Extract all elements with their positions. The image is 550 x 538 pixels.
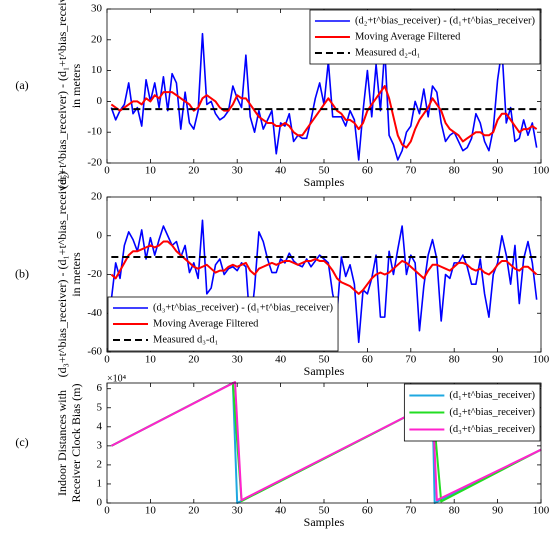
y-axis-label: (d₂+t^bias_receiver) - (d₁+t^bias_receiv… (55, 0, 69, 189)
legend: (d₁+t^bias_receiver) (d₂+t^bias_receiver)… (403, 383, 541, 442)
legend: (d₃+t^bias_receiver) - (d₁+t^bias_receiv… (107, 296, 339, 352)
x-tick-label: 10 (145, 165, 157, 177)
panel-label: (b) (15, 266, 29, 280)
panel-label: (a) (15, 78, 28, 92)
panel-label: (c) (15, 435, 28, 449)
x-tick-label: 40 (275, 165, 287, 177)
y-tick-label: -10 (87, 126, 102, 138)
legend: (d₂+t^bias_receiver) - (d₁+t^bias_receiv… (309, 9, 541, 65)
legend-label: Moving Average Filtered (355, 31, 461, 42)
x-tick-label: 100 (533, 354, 550, 366)
y-tick-label: 10 (91, 64, 103, 76)
y-tick-label: 2 (97, 458, 103, 470)
x-tick-label: 40 (275, 505, 287, 517)
y-tick-label: -40 (87, 307, 102, 319)
x-axis-label: Samples (304, 364, 345, 378)
y-tick-label: -60 (87, 346, 102, 358)
y-axis-label: (d₃+t^bias_receiver) - (d₁+t^bias_receiv… (55, 172, 69, 378)
plot-frame (106, 196, 542, 353)
y-tick-label: 0 (97, 95, 103, 107)
x-tick-label: 40 (275, 354, 287, 366)
x-tick-label: 30 (232, 354, 244, 366)
y-axis-label: Receiver Clock Bias (m) (69, 384, 83, 503)
y-tick-label: 4 (97, 420, 103, 432)
x-tick-label: 50 (319, 505, 331, 517)
legend-label: Moving Average Filtered (153, 318, 259, 329)
y-axis-label: Indoor Distances with (55, 390, 69, 496)
x-tick-label: 20 (188, 505, 200, 517)
y-tick-label: -20 (87, 157, 102, 169)
plot-frame (106, 382, 542, 504)
legend-label: (d₃+t^bias_receiver) (449, 424, 535, 435)
x-tick-label: 60 (362, 165, 374, 177)
x-tick-label: 30 (232, 505, 244, 517)
x-tick-label: 80 (449, 354, 461, 366)
x-tick-label: 20 (188, 354, 200, 366)
y-tick-label: 3 (97, 439, 103, 451)
x-tick-label: 70 (405, 165, 417, 177)
x-tick-label: 50 (319, 354, 331, 366)
y-tick-label: 1 (97, 477, 103, 489)
legend-label: Measured d₂-d₁ (355, 47, 420, 58)
y-tick-label: -20 (87, 268, 102, 280)
x-tick-label: 70 (405, 505, 417, 517)
y-tick-label: 5 (97, 401, 103, 413)
y-tick-label: 20 (91, 33, 103, 45)
y-tick-label: 20 (91, 191, 103, 203)
x-tick-label: 20 (188, 165, 200, 177)
legend-label: (d₂+t^bias_receiver) (449, 407, 535, 418)
x-tick-label: 90 (492, 505, 504, 517)
plot-frame (106, 8, 542, 164)
y-tick-label: 6 (97, 382, 103, 394)
legend-label: (d₁+t^bias_receiver) (449, 390, 535, 401)
axis-multiplier: ×10⁴ (107, 373, 127, 384)
y-axis-label: in meters (69, 252, 83, 297)
x-tick-label: 100 (533, 505, 550, 517)
x-tick-label: 80 (449, 505, 461, 517)
x-tick-label: 90 (492, 165, 504, 177)
y-tick-label: 0 (97, 497, 103, 509)
y-axis-label: in meters (69, 64, 83, 109)
data-line (110, 85, 538, 149)
y-tick-label: 30 (91, 3, 103, 15)
y-tick-label: 0 (97, 229, 103, 241)
x-tick-label: 50 (319, 165, 331, 177)
x-tick-label: 80 (449, 165, 461, 177)
x-tick-label: 0 (104, 354, 110, 366)
x-axis-label: Samples (304, 515, 345, 529)
x-axis-label: Samples (304, 175, 345, 189)
data-line (110, 219, 538, 344)
x-tick-label: 0 (104, 505, 110, 517)
x-tick-label: 60 (362, 354, 374, 366)
x-tick-label: 10 (145, 505, 157, 517)
x-tick-label: 70 (405, 354, 417, 366)
x-tick-label: 90 (492, 354, 504, 366)
legend-label: (d₃+t^bias_receiver) - (d₁+t^bias_receiv… (153, 302, 334, 313)
x-tick-label: 30 (232, 165, 244, 177)
x-tick-label: 10 (145, 354, 157, 366)
x-tick-label: 60 (362, 505, 374, 517)
legend-label: Measured d₃-d₁ (153, 334, 218, 345)
legend-label: (d₂+t^bias_receiver) - (d₁+t^bias_receiv… (355, 15, 536, 26)
x-tick-label: 100 (533, 165, 550, 177)
data-line (110, 381, 542, 502)
x-tick-label: 0 (104, 165, 110, 177)
